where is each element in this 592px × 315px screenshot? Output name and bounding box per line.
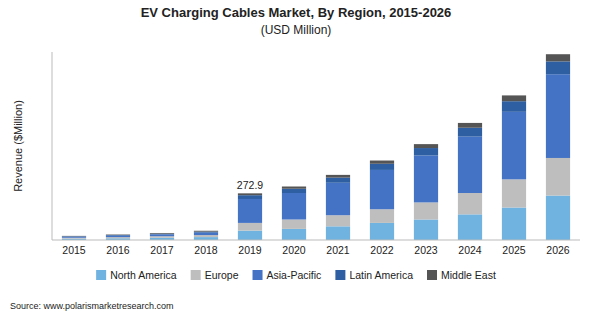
bar-segment xyxy=(414,202,438,219)
annotation: 272.9 xyxy=(237,179,263,191)
bars xyxy=(62,54,570,240)
x-tick-label: 2021 xyxy=(326,244,350,256)
series-group xyxy=(62,196,570,240)
x-axis-line xyxy=(52,240,580,241)
bar-segment xyxy=(282,187,306,189)
legend: North America Europe Asia-Pacific Latin Ame… xyxy=(96,269,496,281)
bar-segment xyxy=(282,189,306,193)
legend-swatch xyxy=(191,270,201,280)
source-note: Source: www.polarismarketresearch.com xyxy=(10,301,174,311)
bar-segment xyxy=(62,237,86,238)
bar-segment xyxy=(194,235,218,237)
bar-segment xyxy=(546,74,570,158)
bar-segment xyxy=(458,123,482,128)
bar-segment xyxy=(194,230,218,232)
legend-swatch xyxy=(253,270,263,280)
bar-segment xyxy=(282,229,306,240)
x-tick-label: 2015 xyxy=(62,244,86,256)
bar-segment xyxy=(414,219,438,240)
bar-segment xyxy=(326,226,350,240)
bar-segment xyxy=(502,208,526,240)
bar-segment xyxy=(502,95,526,101)
bar-segment xyxy=(194,233,218,235)
bar-segment xyxy=(502,179,526,207)
x-tick-label: 2024 xyxy=(458,244,482,256)
bar-segment xyxy=(326,183,350,215)
bar-segment xyxy=(458,193,482,214)
bar-segment xyxy=(106,235,130,237)
bar-segment xyxy=(502,112,526,180)
subtitle: (USD Million) xyxy=(261,23,332,37)
x-tick-label: 2020 xyxy=(282,244,306,256)
bar-segment xyxy=(194,232,218,233)
bar-segment xyxy=(370,164,394,170)
legend-swatch xyxy=(335,270,345,280)
bar-segment xyxy=(106,234,130,236)
bar-segment xyxy=(370,161,394,164)
bar-segment xyxy=(546,158,570,196)
bar-segment xyxy=(458,128,482,137)
bar-segment xyxy=(458,214,482,240)
bar-segment xyxy=(370,223,394,240)
x-tick-label: 2023 xyxy=(414,244,438,256)
chart-container: EV Charging Cables Market, By Region, 20… xyxy=(0,0,592,315)
bar-segment xyxy=(282,219,306,228)
bar-segment xyxy=(414,148,438,155)
legend-label: North America xyxy=(110,269,177,281)
bar-segment xyxy=(106,236,130,237)
legend-label: Latin America xyxy=(349,269,413,281)
bar-segment xyxy=(150,233,174,235)
bar-segment xyxy=(502,101,526,112)
bar-segment xyxy=(238,199,262,223)
y-axis-line xyxy=(52,52,53,240)
bar-segment xyxy=(546,54,570,61)
bar-segment xyxy=(546,61,570,74)
bar-segment xyxy=(150,236,174,238)
x-tick-label: 2019 xyxy=(238,244,262,256)
y-axis-label: Revenue ($Million) xyxy=(12,100,24,192)
bar-segment xyxy=(546,196,570,240)
bar-segment xyxy=(326,175,350,178)
bar-segment xyxy=(414,144,438,148)
bar-segment xyxy=(326,215,350,226)
series-group xyxy=(62,61,570,236)
bar-segment xyxy=(458,137,482,193)
x-tick-label: 2025 xyxy=(502,244,526,256)
series-group xyxy=(62,158,570,239)
bar-segment xyxy=(238,193,262,195)
bar-segment xyxy=(150,235,174,237)
x-tick-label: 2018 xyxy=(194,244,218,256)
legend-label: Asia-Pacific xyxy=(267,269,322,281)
bar-segment xyxy=(238,195,262,199)
bar-segment xyxy=(238,231,262,240)
bar-segment xyxy=(326,178,350,183)
legend-label: Middle East xyxy=(441,269,496,281)
bar-segment xyxy=(370,170,394,209)
series-group xyxy=(62,54,570,236)
chart-svg: EV Charging Cables Market, By Region, 20… xyxy=(0,0,592,315)
x-tick-label: 2016 xyxy=(106,244,130,256)
x-tick-label: 2022 xyxy=(370,244,394,256)
bar-segment xyxy=(62,237,86,239)
legend-label: Europe xyxy=(205,269,239,281)
bar-segment xyxy=(238,223,262,231)
bar-segment xyxy=(414,155,438,202)
x-tick-label: 2026 xyxy=(546,244,570,256)
page: {"chart_data": { "type": "bar", "stacked… xyxy=(0,0,592,315)
bar-segment xyxy=(150,232,174,234)
x-tick-label: 2017 xyxy=(150,244,174,256)
bar-segment xyxy=(62,236,86,238)
bar-segment xyxy=(282,193,306,219)
bar-segment xyxy=(62,235,86,236)
bar-segment xyxy=(106,237,130,238)
legend-swatch xyxy=(96,270,106,280)
legend-swatch xyxy=(427,270,437,280)
bar-segment xyxy=(370,209,394,223)
series-group xyxy=(62,74,570,238)
title: EV Charging Cables Market, By Region, 20… xyxy=(141,5,452,20)
